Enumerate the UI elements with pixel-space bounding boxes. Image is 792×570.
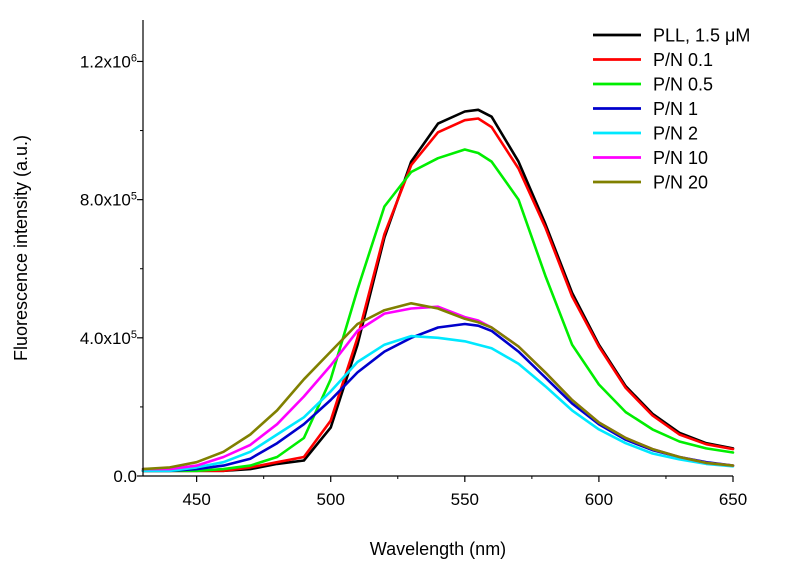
series-line-0 — [141, 108, 735, 473]
x-tick-label: 500 — [317, 490, 345, 509]
y-tick-label: 8.0x105 — [80, 191, 137, 210]
x-tick-label: 450 — [182, 490, 210, 509]
legend-label-1: P/N 0.1 — [653, 50, 713, 70]
x-axis-title: Wavelength (nm) — [370, 539, 506, 559]
axis-ticks: 450 500 550 600 650 0.0 4.0x105 8.0x105 1.2x106 — [80, 52, 747, 509]
x-tick-label: 650 — [719, 490, 747, 509]
legend-label-5: P/N 10 — [653, 148, 708, 168]
legend-label-2: P/N 0.5 — [653, 75, 713, 95]
series-line-6 — [141, 301, 735, 471]
series-line-3 — [141, 322, 735, 473]
axes — [142, 20, 733, 477]
x-tick-label: 550 — [451, 490, 479, 509]
legend-label-4: P/N 2 — [653, 124, 698, 144]
legend-label-0: PLL, 1.5 μM — [653, 26, 750, 46]
y-axis-title: Fluorescence intensity (a.u.) — [11, 135, 31, 361]
series-line-2 — [141, 148, 735, 473]
series-line-1 — [141, 117, 735, 473]
legend-label-6: P/N 20 — [653, 173, 708, 193]
y-tick-label: 4.0x105 — [80, 329, 137, 348]
y-tick-label: 0.0 — [113, 467, 137, 486]
legend: PLL, 1.5 μM P/N 0.1 P/N 0.5 P/N 1 P/N 2 P/N 1… — [593, 26, 750, 193]
y-tick-label: 1.2x106 — [80, 52, 137, 71]
legend-label-3: P/N 1 — [653, 99, 698, 119]
series-lines — [141, 108, 735, 473]
x-tick-label: 600 — [585, 490, 613, 509]
series-line-4 — [141, 334, 735, 473]
